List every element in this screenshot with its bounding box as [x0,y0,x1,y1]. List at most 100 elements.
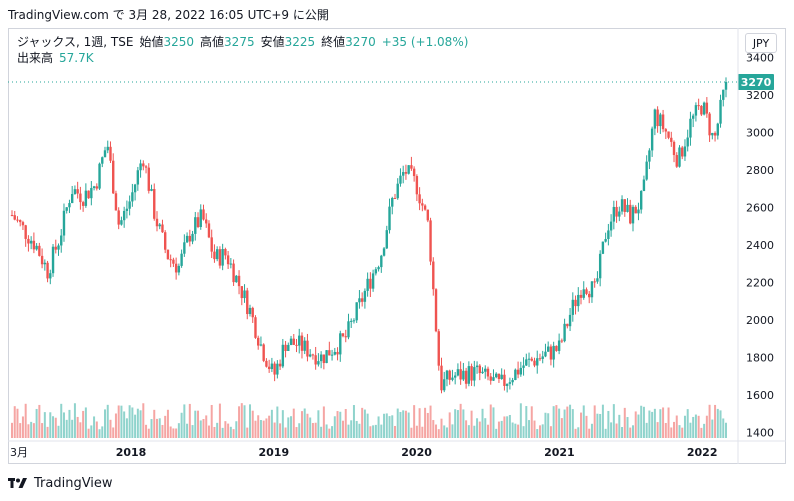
candle-body [246,290,249,315]
volume-bar [158,418,161,438]
footer-brand[interactable]: TradingView [8,472,113,494]
candle-body [440,365,443,391]
volume-bar [703,423,706,438]
volume-bar [355,420,358,438]
candle-body [557,340,561,351]
volume-bar [361,407,364,438]
volume-bar [495,428,498,438]
candle-body [653,109,657,129]
volume-bar [229,426,232,438]
candle-body [423,205,427,210]
volume-bar [366,413,369,438]
volume-bar [508,414,511,438]
candle-body [412,168,416,177]
candle-body [571,299,575,315]
candle-body [574,299,577,307]
volume-bar [90,425,93,438]
volume-bar [114,413,117,438]
candle-body [35,245,38,250]
candle-body [40,255,44,265]
volume-bar [347,424,350,438]
candle-body [418,194,421,204]
volume-bar [454,409,457,438]
candle-body [87,190,90,199]
candle-body [289,338,293,345]
candle-body [10,215,14,217]
volume-bar [413,405,416,438]
candle-body [196,217,200,228]
candle-body [267,366,271,370]
candle-body [207,223,211,238]
currency-button[interactable]: JPY [745,33,777,53]
y-tick-label: 2600 [746,202,774,215]
candle-body [172,259,175,264]
volume-bar [407,412,410,438]
candle-body [248,307,252,315]
volume-bar [82,410,85,438]
volume-bar [519,403,522,438]
volume-bar [352,405,355,438]
volume-bar [489,404,492,438]
candle-body [303,340,306,351]
candle-body [235,275,238,283]
candle-body [237,275,241,287]
volume-bar [54,417,57,438]
candle-body [226,255,230,265]
candle-body [563,323,566,342]
volume-bar [150,419,153,438]
candle-body [536,358,539,366]
volume-bar [648,410,651,438]
volume-bar [610,422,613,438]
volume-bar [536,429,539,438]
volume-bar [467,425,470,438]
volume-bar [662,407,665,438]
candle-body [92,186,96,189]
volume-bar [311,422,314,438]
volume-bar [429,405,432,438]
candle-body [689,118,692,138]
volume-bar [697,415,700,438]
candle-body [355,302,358,321]
candle-body [205,219,208,224]
volume-bar [396,408,399,438]
volume-bar [593,405,596,438]
candle-body [254,317,257,338]
candle-body [183,242,186,254]
candle-body [538,358,542,360]
volume-bar [259,419,262,438]
candle-body [519,367,523,375]
volume-bar [637,414,640,438]
candle-body [401,172,405,176]
candle-body [131,192,134,202]
open-value: 3250 [163,35,195,49]
volume-bar [487,424,489,438]
volume-bar [563,409,566,438]
chart-panel[interactable] [8,28,786,464]
symbol-name[interactable]: ジャックス, 1週, TSE [17,35,134,49]
candle-body [133,184,137,193]
volume-bar [607,410,610,438]
candle-body [429,220,432,262]
volume-bar [426,412,429,438]
volume-bar [292,408,295,438]
candle-body [552,345,555,360]
volume-bar [448,412,451,438]
candle-body [240,286,243,299]
volume-bar [98,429,101,438]
volume-bar [62,412,65,438]
candle-body [659,114,662,127]
volume-bar [642,406,645,438]
candle-body [243,290,246,299]
volume-bar [188,403,191,438]
candle-body [311,354,315,356]
volume-bar [65,419,68,438]
volume-bar [596,413,599,438]
volume-bar [197,410,200,438]
volume-bar [525,406,528,438]
candle-body [719,99,722,124]
volume-bar [183,404,186,438]
volume-bar [205,415,208,438]
candle-body [377,267,380,270]
volume-bar [694,414,697,438]
